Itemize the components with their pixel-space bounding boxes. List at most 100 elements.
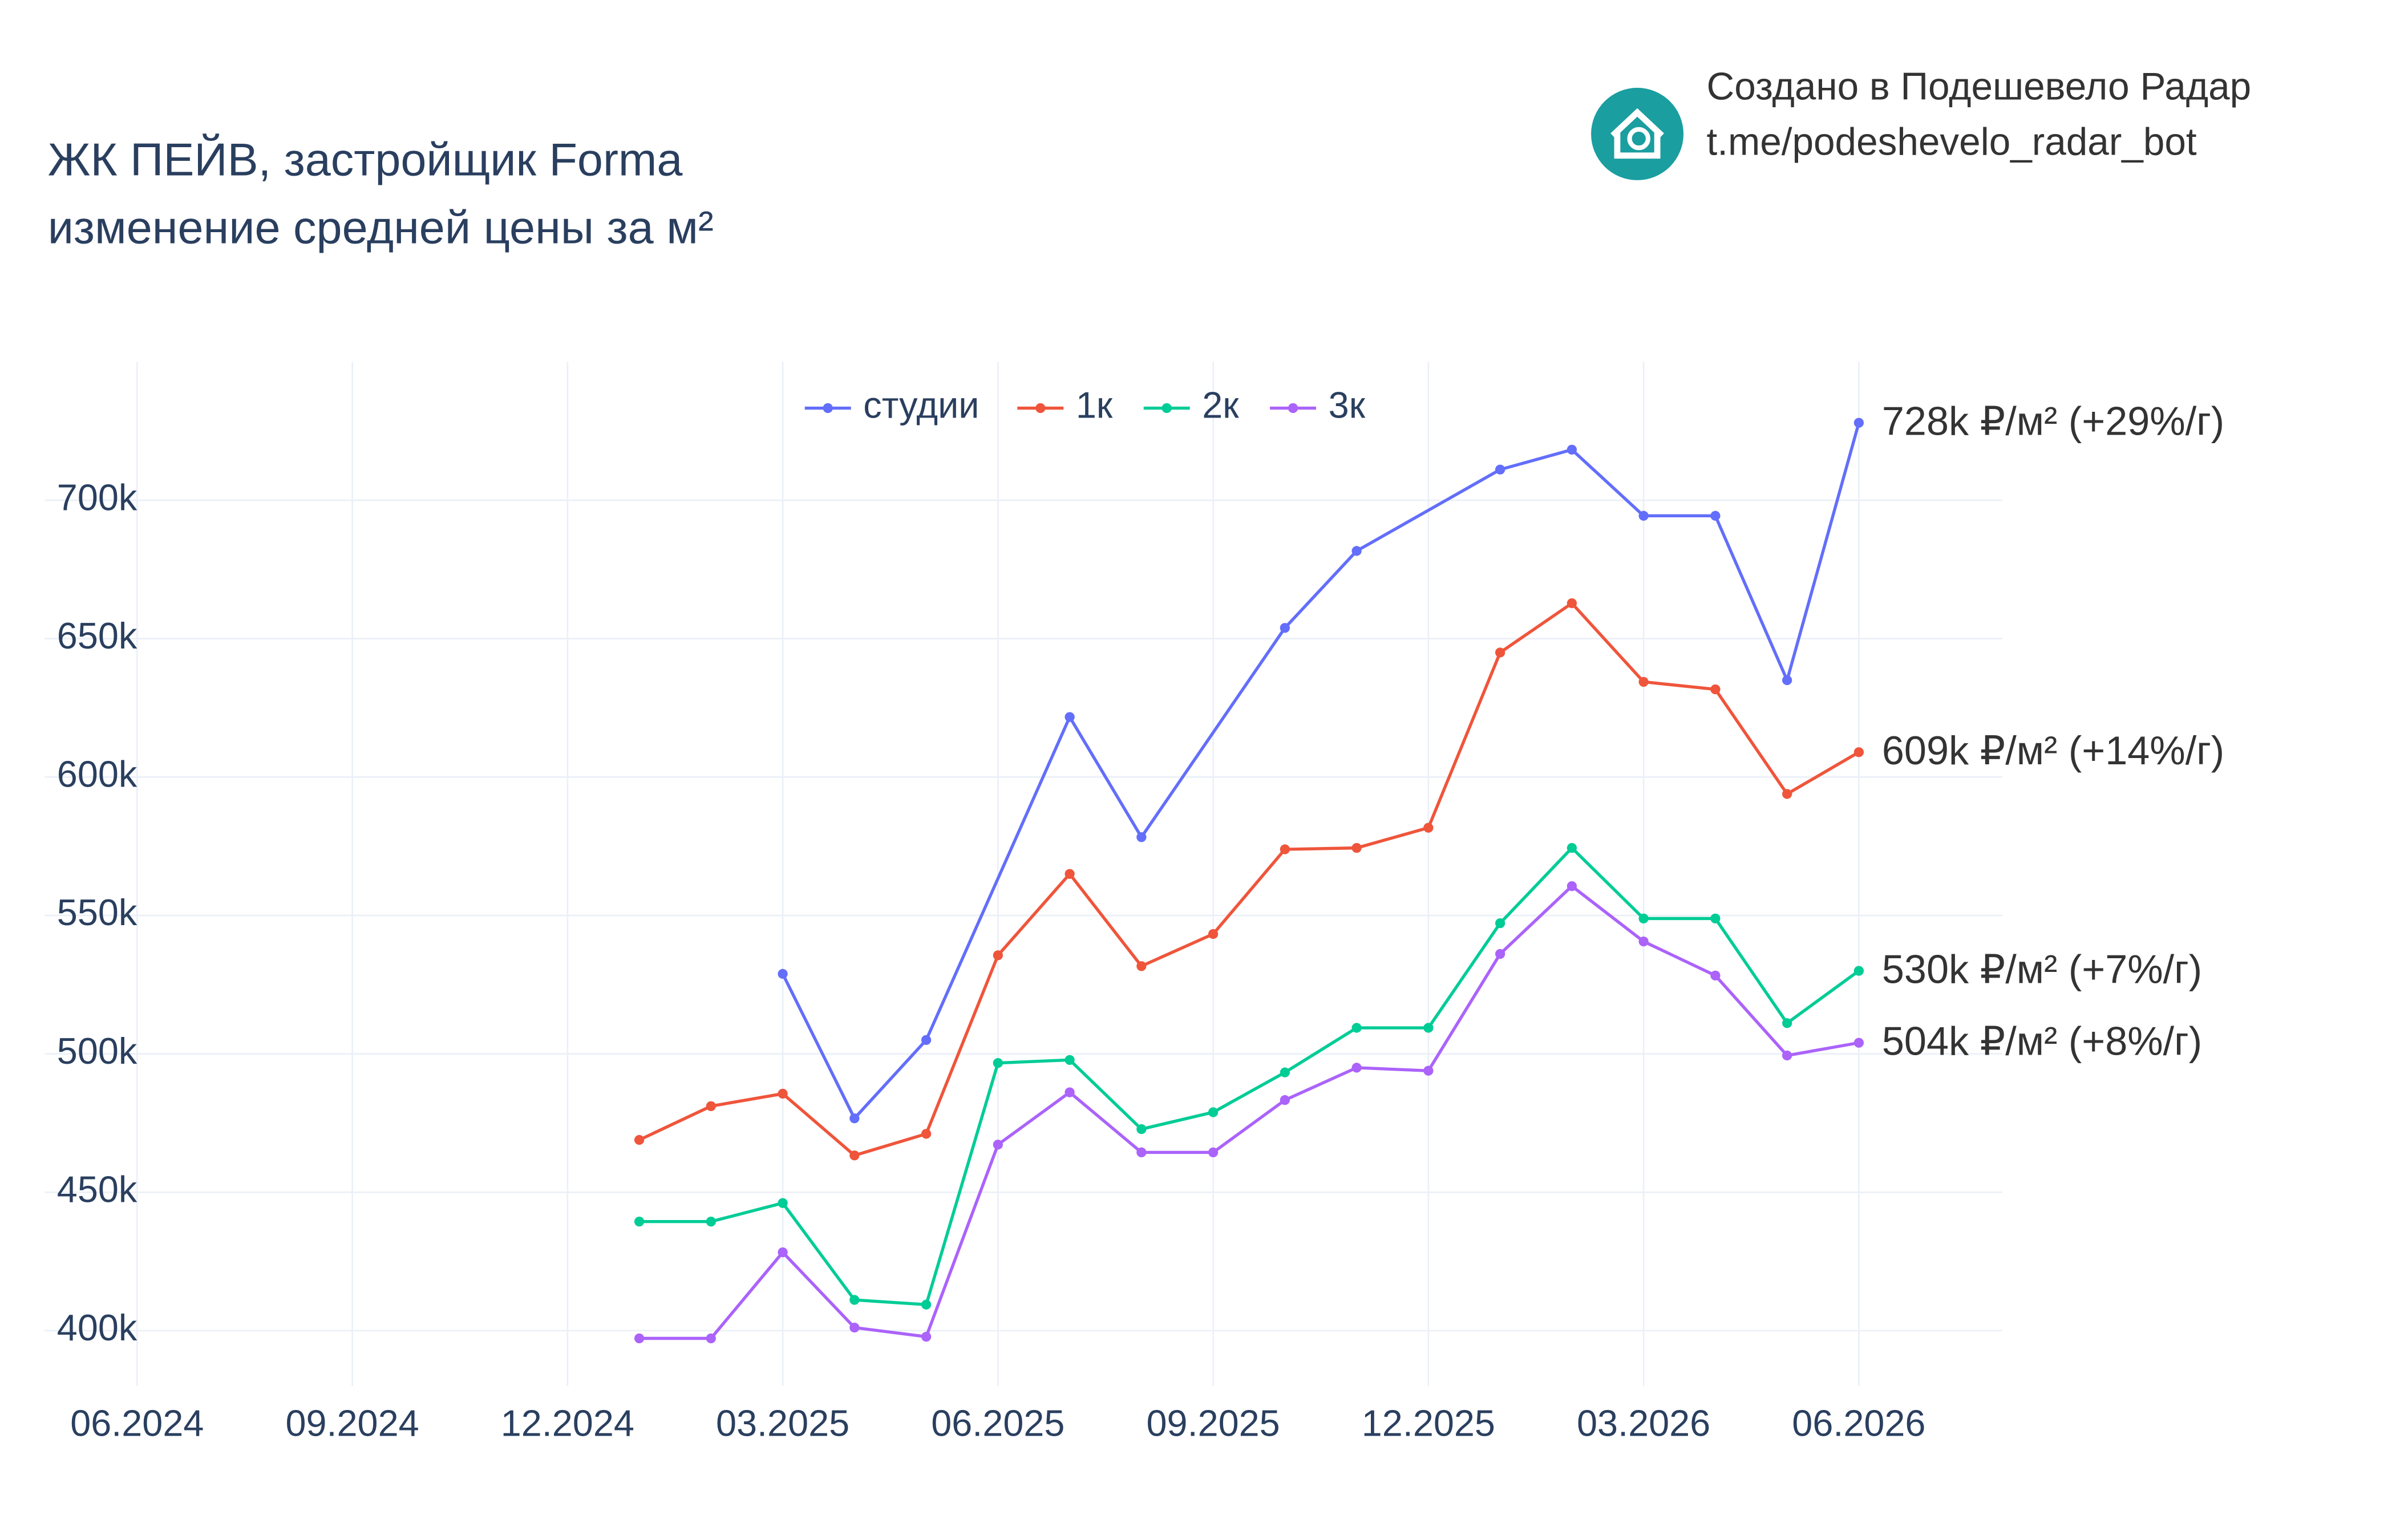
point: [1710, 913, 1721, 924]
point: [1853, 1038, 1864, 1048]
point: [1351, 1063, 1362, 1073]
point: [849, 1295, 860, 1305]
point: [1782, 1050, 1792, 1061]
point: [1853, 747, 1864, 757]
point: [706, 1101, 716, 1112]
point: [1853, 966, 1864, 976]
y-tick-label: 500k: [57, 1030, 137, 1072]
point: [1065, 1055, 1075, 1065]
point: [1351, 546, 1362, 556]
point: [1782, 789, 1792, 799]
legend-label: студии: [863, 384, 979, 426]
point: [1638, 913, 1649, 924]
point: [921, 1035, 932, 1045]
end-label: 504k ₽/м² (+8%/г): [1882, 1018, 2202, 1063]
chart-subtitle: изменение средней цены за м²: [48, 202, 714, 253]
x-tick-label: 06.2024: [70, 1402, 204, 1444]
point: [993, 1058, 1003, 1068]
point: [1065, 1087, 1075, 1097]
legend-marker: [823, 403, 833, 414]
point: [1782, 675, 1792, 686]
point: [1280, 623, 1290, 633]
x-tick-label: 09.2025: [1147, 1402, 1280, 1444]
y-tick-label: 600k: [57, 753, 137, 795]
point: [1065, 712, 1075, 722]
y-tick-label: 450k: [57, 1168, 137, 1210]
x-tick-label: 12.2025: [1362, 1402, 1495, 1444]
x-tick-label: 06.2026: [1792, 1402, 1925, 1444]
point: [1208, 1107, 1219, 1117]
point: [1208, 1147, 1219, 1158]
x-tick-label: 03.2025: [716, 1402, 849, 1444]
point: [849, 1113, 860, 1124]
point: [1567, 598, 1577, 609]
point: [1710, 510, 1721, 521]
legend-marker: [1288, 403, 1298, 414]
point: [1136, 832, 1147, 842]
point: [1638, 937, 1649, 947]
point: [1495, 949, 1505, 959]
chart-title: ЖК ПЕЙВ, застройщик Forma: [48, 133, 683, 186]
point: [993, 950, 1003, 961]
legend-label: 3к: [1329, 384, 1366, 426]
point: [1208, 929, 1219, 939]
brand-link: t.me/podeshevelo_radar_bot: [1707, 121, 2197, 164]
x-tick-label: 09.2024: [285, 1402, 419, 1444]
point: [634, 1333, 645, 1344]
point: [706, 1217, 716, 1227]
point: [778, 1088, 788, 1099]
plot-area: 06.2024 09.2024 12.2024 03.2025 06.2025 09.20…: [44, 362, 2224, 1444]
series-line: [638, 601, 1860, 1157]
x-tick-label: 06.2025: [931, 1402, 1065, 1444]
point: [849, 1322, 860, 1333]
point: [1423, 1023, 1434, 1033]
point: [1065, 869, 1075, 879]
legend-marker: [1035, 403, 1046, 414]
point: [778, 1247, 788, 1258]
series-line: [781, 422, 1861, 1121]
point: [921, 1331, 932, 1342]
logo: [1591, 87, 1684, 180]
point: [1136, 1124, 1147, 1134]
point: [1782, 1018, 1792, 1028]
point: [1710, 970, 1721, 980]
y-tick-label: 550k: [57, 891, 137, 933]
legend-marker: [1161, 403, 1172, 414]
point: [993, 1140, 1003, 1150]
end-label: 728k ₽/м² (+29%/г): [1882, 399, 2224, 444]
point: [1280, 1095, 1290, 1105]
point: [778, 1198, 788, 1208]
legend-label: 2к: [1202, 384, 1239, 426]
point: [1567, 881, 1577, 891]
point: [1853, 418, 1864, 428]
brand: Создано в Подешевело Радар: [1707, 65, 2252, 108]
point: [1351, 1023, 1362, 1033]
point: [849, 1150, 860, 1161]
end-label: 609k ₽/м² (+14%/г): [1882, 728, 2224, 773]
point: [1423, 1065, 1434, 1076]
point: [1351, 842, 1362, 853]
point: [778, 968, 788, 979]
point: [1638, 510, 1649, 521]
y-tick-label: 650k: [57, 615, 137, 656]
legend-label: 1к: [1076, 384, 1113, 426]
point: [921, 1299, 932, 1310]
point: [1136, 1147, 1147, 1158]
y-tick-label: 400k: [57, 1307, 137, 1348]
point: [921, 1129, 932, 1139]
point: [1710, 684, 1721, 695]
point: [1280, 1067, 1290, 1077]
point: [706, 1333, 716, 1344]
point: [634, 1217, 645, 1227]
y-tick-label: 700k: [57, 476, 137, 518]
x-tick-label: 03.2026: [1577, 1402, 1710, 1444]
series-line: [639, 845, 1860, 1307]
point: [1567, 842, 1577, 853]
point: [1280, 844, 1290, 854]
point: [634, 1134, 645, 1145]
x-tick-label: 12.2024: [501, 1402, 634, 1444]
point: [1567, 444, 1577, 455]
point: [1136, 961, 1147, 971]
